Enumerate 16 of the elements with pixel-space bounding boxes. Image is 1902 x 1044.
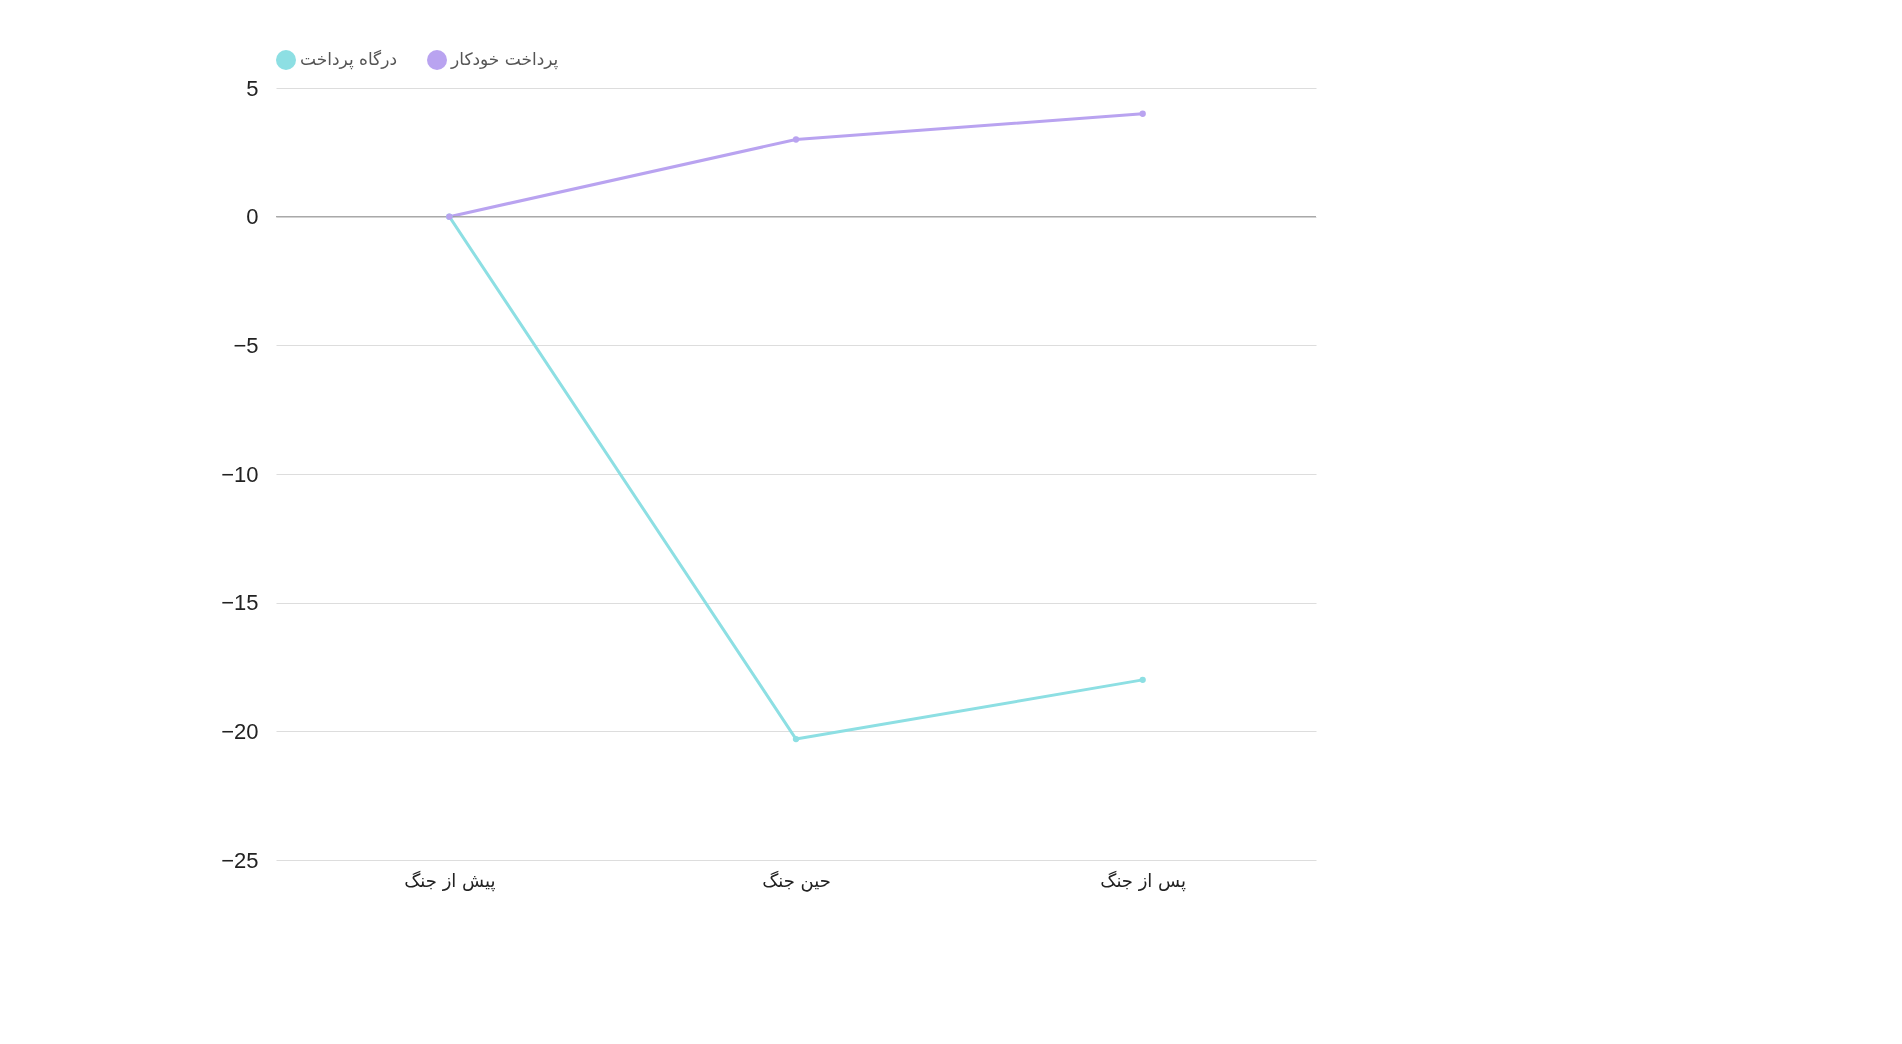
point xyxy=(792,136,800,143)
y-tick-label: −5 xyxy=(233,332,259,358)
y-tick-label: −20 xyxy=(221,718,259,744)
point xyxy=(1139,110,1146,117)
point xyxy=(1139,676,1146,684)
x-tick-label: پس از جنگ xyxy=(1100,869,1187,892)
point xyxy=(792,735,800,743)
y-tick-label: −10 xyxy=(221,461,259,487)
x-tick-label: پیش از جنگ xyxy=(404,869,496,892)
y-tick-label: 0 xyxy=(246,204,259,230)
y-tick-label: 5 xyxy=(246,75,259,101)
y-tick-label: −15 xyxy=(221,590,259,616)
legend-label: درگاه پرداخت xyxy=(300,49,397,70)
x-tick-label: حین جنگ xyxy=(762,869,831,892)
y-tick-label: −25 xyxy=(221,847,259,873)
legend-label: پرداخت خودکار xyxy=(450,49,559,70)
